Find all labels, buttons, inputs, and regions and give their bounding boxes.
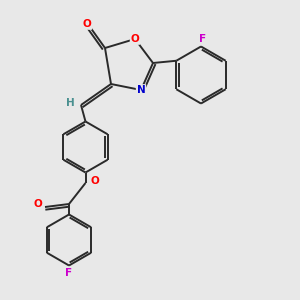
Text: H: H xyxy=(66,98,75,109)
Text: O: O xyxy=(33,199,42,209)
Text: F: F xyxy=(199,34,206,44)
Text: O: O xyxy=(82,19,91,29)
Text: F: F xyxy=(65,268,73,278)
Text: O: O xyxy=(90,176,99,187)
Text: O: O xyxy=(130,34,140,44)
Text: N: N xyxy=(136,85,146,95)
